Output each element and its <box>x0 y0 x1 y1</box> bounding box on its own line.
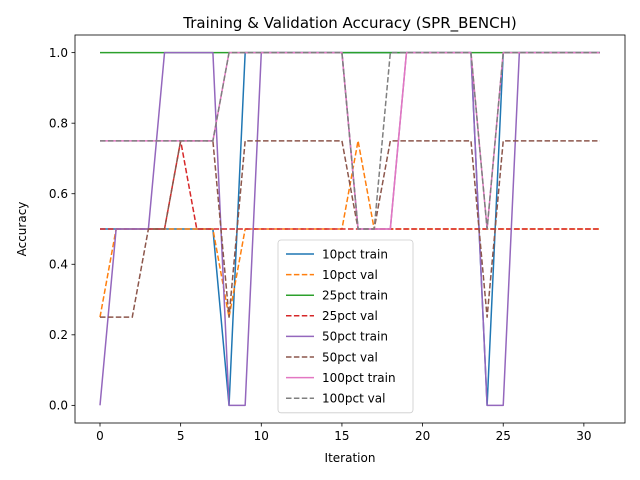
series-line-100pct-val <box>100 51 600 230</box>
legend: 10pct train 10pct val 25pct train 25pct val… <box>277 239 414 414</box>
legend-label-10pct-val: 10pct val <box>322 268 378 282</box>
x-tick-label: 10 <box>254 429 269 443</box>
x-tick-label: 20 <box>415 429 430 443</box>
x-tick-label: 5 <box>177 429 185 443</box>
y-axis-label: Accuracy <box>15 202 29 257</box>
y-tick-label: 0.6 <box>49 187 68 201</box>
y-tick-label: 0.0 <box>49 399 68 413</box>
x-tick-label: 0 <box>96 429 104 443</box>
x-tick-label: 30 <box>576 429 591 443</box>
legend-label-25pct-val: 25pct val <box>322 309 378 323</box>
legend-label-100pct-train: 100pct train <box>322 371 396 385</box>
series-line-25pct-val <box>100 140 600 230</box>
y-tick-label: 1.0 <box>49 46 68 60</box>
legend-label-50pct-val: 50pct val <box>322 350 378 364</box>
y-tick-label: 0.4 <box>49 258 68 272</box>
legend-label-10pct-train: 10pct train <box>322 247 388 261</box>
chart-title: Training & Validation Accuracy (SPR_BENC… <box>182 14 516 33</box>
x-tick-label: 15 <box>334 429 349 443</box>
y-axis-ticks: 0.0 0.2 0.4 0.6 0.8 1.0 <box>49 46 75 413</box>
series-layer <box>99 51 600 407</box>
x-axis-ticks: 0 5 10 15 20 25 30 <box>96 423 592 443</box>
x-tick-label: 25 <box>496 429 511 443</box>
x-axis-label: Iteration <box>325 451 376 465</box>
legend-label-50pct-train: 50pct train <box>322 330 388 344</box>
plot-frame <box>74 34 626 424</box>
y-tick-label: 0.8 <box>49 116 68 130</box>
legend-label-100pct-val: 100pct val <box>322 392 385 406</box>
y-tick-label: 0.2 <box>49 328 68 342</box>
legend-box <box>277 239 414 414</box>
legend-label-25pct-train: 25pct train <box>322 289 388 303</box>
